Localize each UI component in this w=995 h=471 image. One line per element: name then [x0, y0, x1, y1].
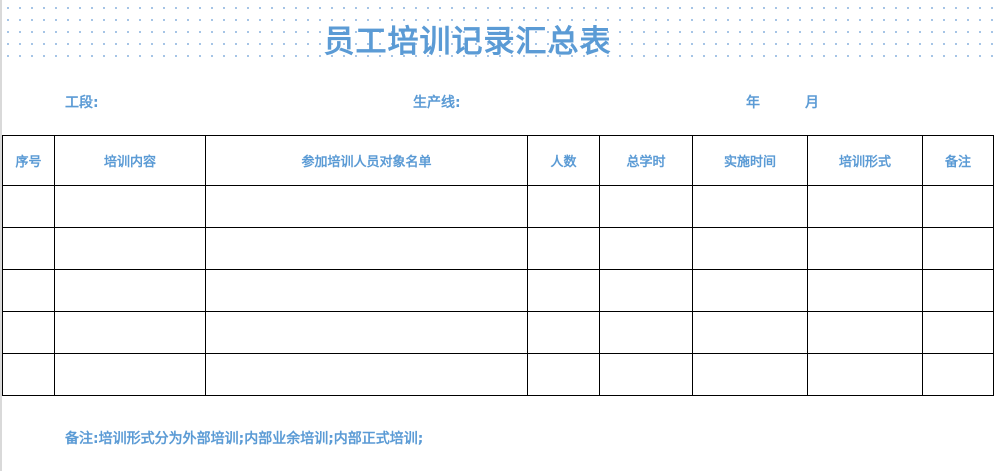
table-cell[interactable]: [922, 353, 994, 396]
header-date: 实施时间: [692, 135, 808, 186]
page-title: 员工培训记录汇总表: [323, 24, 612, 60]
table-cell[interactable]: [807, 353, 923, 396]
training-table: 序号 培训内容 参加培训人员对象名单 人数 总学时 实施时间 培训形式 备注: [2, 135, 994, 396]
table-row: [2, 311, 994, 354]
table-cell[interactable]: [599, 311, 693, 354]
header-hours: 总学时: [599, 135, 693, 186]
table-cell[interactable]: [54, 353, 206, 396]
table-row: [2, 353, 994, 396]
table-cell[interactable]: [922, 311, 994, 354]
table-cell[interactable]: [527, 311, 600, 354]
table-cell[interactable]: [599, 269, 693, 312]
table-cell[interactable]: [54, 227, 206, 270]
table-cell[interactable]: [527, 269, 600, 312]
table-cell[interactable]: [922, 185, 994, 228]
table-cell[interactable]: [692, 311, 808, 354]
table-cell[interactable]: [692, 269, 808, 312]
table-cell[interactable]: [2, 353, 55, 396]
table-cell[interactable]: [599, 185, 693, 228]
table-cell[interactable]: [692, 353, 808, 396]
table-cell[interactable]: [807, 185, 923, 228]
header-remarks: 备注: [922, 135, 994, 186]
table-row: [2, 269, 994, 312]
header-participants: 参加培训人员对象名单: [205, 135, 528, 186]
table-cell[interactable]: [527, 353, 600, 396]
table-row: [2, 185, 994, 228]
month-label: 月: [805, 95, 819, 111]
table-cell[interactable]: [205, 185, 528, 228]
table-cell[interactable]: [54, 269, 206, 312]
table-cell[interactable]: [2, 269, 55, 312]
table-cell[interactable]: [205, 227, 528, 270]
header-format: 培训形式: [807, 135, 923, 186]
table-cell[interactable]: [2, 311, 55, 354]
table-cell[interactable]: [807, 311, 923, 354]
table-cell[interactable]: [692, 185, 808, 228]
table-cell[interactable]: [205, 353, 528, 396]
header-index: 序号: [2, 135, 55, 186]
table-cell[interactable]: [2, 227, 55, 270]
table-header-row: 序号 培训内容 参加培训人员对象名单 人数 总学时 实施时间 培训形式 备注: [2, 135, 994, 186]
footnote: 备注:培训形式分为外部培训;内部业余培训;内部正式培训;: [65, 431, 424, 447]
table-cell[interactable]: [527, 227, 600, 270]
year-label: 年: [746, 95, 760, 111]
section-label: 工段:: [65, 95, 99, 111]
table-cell[interactable]: [205, 269, 528, 312]
production-line-label: 生产线:: [413, 95, 461, 111]
header-content: 培训内容: [54, 135, 206, 186]
sheet-left-border: [0, 0, 2, 471]
table-cell[interactable]: [205, 311, 528, 354]
table-cell[interactable]: [54, 185, 206, 228]
table-cell[interactable]: [807, 269, 923, 312]
table-cell[interactable]: [922, 227, 994, 270]
header-count: 人数: [527, 135, 600, 186]
table-cell[interactable]: [599, 227, 693, 270]
dotted-header-pattern: [0, 0, 995, 60]
table-cell[interactable]: [599, 353, 693, 396]
table-cell[interactable]: [692, 227, 808, 270]
table-row: [2, 227, 994, 270]
table-cell[interactable]: [922, 269, 994, 312]
table-cell[interactable]: [54, 311, 206, 354]
table-cell[interactable]: [807, 227, 923, 270]
table-cell[interactable]: [527, 185, 600, 228]
table-cell[interactable]: [2, 185, 55, 228]
